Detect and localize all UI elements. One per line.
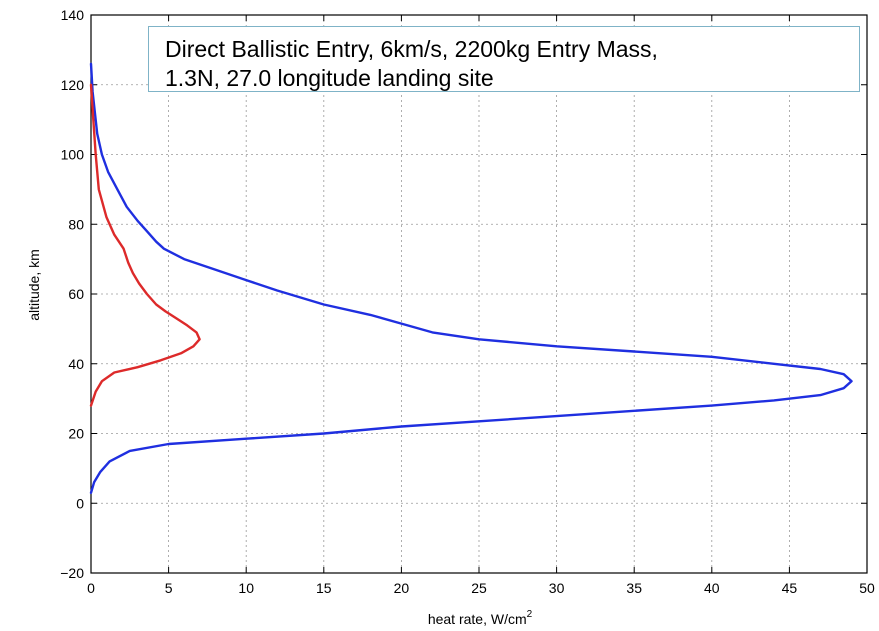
y-tick-label: 100 (61, 147, 85, 163)
y-tick-label: 120 (61, 77, 85, 93)
tick-marks (90, 14, 868, 574)
y-tick-label: −20 (60, 565, 84, 581)
y-tick-label: 40 (68, 356, 84, 372)
series-layer (89, 62, 853, 494)
x-tick-labels: 0 5 10 15 20 25 30 35 40 45 50 (87, 580, 875, 596)
grid-lines (91, 15, 867, 573)
y-tick-label: 20 (68, 426, 84, 442)
series-line-2 (89, 83, 201, 407)
x-tick-label: 35 (626, 580, 642, 596)
x-tick-label: 50 (859, 580, 875, 596)
y-axis-label: altitude, km (26, 249, 42, 321)
x-tick-label: 5 (165, 580, 173, 596)
x-tick-label: 40 (704, 580, 720, 596)
x-tick-label: 15 (316, 580, 332, 596)
x-tick-label: 10 (238, 580, 254, 596)
annotation-line-2: 1.3N, 27.0 longitude landing site (165, 65, 494, 91)
series-line-1 (89, 62, 853, 494)
annotation-box: Direct Ballistic Entry, 6km/s, 2200kg En… (148, 26, 860, 92)
annotation-line-1: Direct Ballistic Entry, 6km/s, 2200kg En… (165, 36, 658, 62)
y-tick-labels: −20 0 20 40 60 80 100 120 140 (60, 7, 84, 581)
x-tick-label: 20 (394, 580, 410, 596)
x-axis-label: heat rate, W/cm2 (428, 609, 533, 627)
x-tick-label: 30 (549, 580, 565, 596)
y-tick-label: 60 (68, 286, 84, 302)
y-tick-label: 0 (76, 495, 84, 511)
x-tick-label: 25 (471, 580, 487, 596)
y-tick-label: 80 (68, 216, 84, 232)
x-tick-label: 0 (87, 580, 95, 596)
x-tick-label: 45 (782, 580, 798, 596)
y-tick-label: 140 (61, 7, 85, 23)
